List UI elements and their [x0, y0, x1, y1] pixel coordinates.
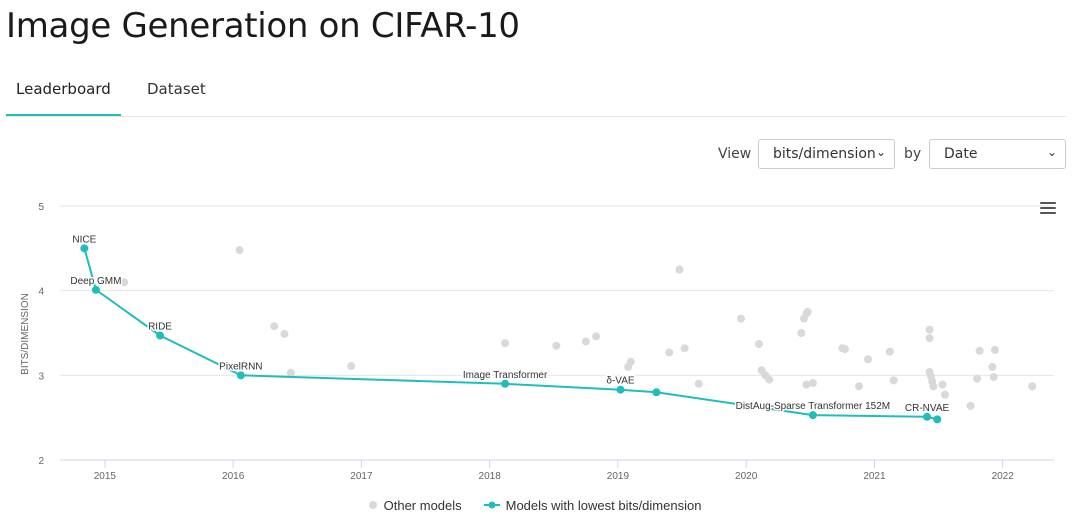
- data-label: PixelRNN: [219, 361, 262, 372]
- other-model-point: [552, 341, 561, 350]
- x-tick-label: 2017: [350, 471, 373, 482]
- other-model-point: [864, 355, 873, 364]
- chart-menu-icon[interactable]: [1040, 202, 1056, 215]
- x-tick-label: 2021: [863, 471, 886, 482]
- lowest-model-point: [91, 285, 100, 294]
- lowest-model-point: [616, 385, 625, 394]
- other-model-point: [347, 362, 356, 371]
- other-model-point: [855, 382, 864, 391]
- by-select-value: Date: [944, 146, 978, 162]
- data-label: CR-NVAE: [905, 403, 950, 414]
- view-select-value: bits/dimension: [773, 146, 876, 162]
- other-model-point: [975, 346, 984, 355]
- x-tick-label: 2018: [479, 471, 502, 482]
- other-model-point: [581, 337, 590, 346]
- chart-legend: Other models Models with lowest bits/dim…: [0, 498, 1080, 514]
- legend-other-models[interactable]: Other models: [368, 498, 462, 513]
- other-model-point: [270, 322, 279, 331]
- lowest-model-point: [501, 379, 510, 388]
- lowest-model-point: [236, 371, 245, 380]
- data-label: DistAug-Sparse Transformer 152M: [736, 401, 891, 412]
- other-model-point: [938, 380, 947, 389]
- lowest-model-point: [652, 388, 661, 397]
- data-label: δ-VAE: [606, 376, 634, 387]
- other-model-point: [737, 314, 746, 323]
- other-model-point: [755, 340, 764, 349]
- y-tick-label: 4: [38, 287, 44, 298]
- other-model-point: [991, 345, 1000, 354]
- tab-leaderboard[interactable]: Leaderboard: [6, 80, 121, 116]
- lowest-model-point: [156, 331, 165, 340]
- tab-bar: Leaderboard Dataset: [6, 78, 1066, 117]
- x-tick-label: 2019: [607, 471, 630, 482]
- other-model-point: [885, 347, 894, 356]
- data-label: Image Transformer: [463, 370, 548, 381]
- other-model-point: [889, 376, 898, 385]
- other-model-point: [675, 265, 684, 274]
- y-tick-label: 3: [38, 371, 44, 382]
- other-model-point: [925, 325, 934, 334]
- legend-other-label: Other models: [383, 498, 462, 513]
- legend-other-marker: [369, 501, 377, 509]
- tab-dataset[interactable]: Dataset: [147, 80, 206, 98]
- other-model-point: [592, 332, 601, 341]
- other-model-point: [120, 278, 129, 287]
- other-model-point: [929, 382, 938, 391]
- other-model-point: [235, 246, 244, 255]
- view-label: View: [718, 146, 752, 162]
- chevron-down-icon: ⌄: [875, 145, 886, 159]
- lowest-models-line: [83, 248, 938, 421]
- page-title: Image Generation on CIFAR-10: [6, 6, 520, 46]
- other-model-point: [940, 390, 949, 399]
- other-model-point: [988, 362, 997, 371]
- lowest-model-point: [923, 412, 932, 421]
- data-label: NICE: [72, 234, 96, 245]
- legend-lowest-label: Models with lowest bits/dimension: [505, 498, 702, 513]
- chart: 2 3 4 5 2015 2016 2017 2018 2019 2020 2021 2022 BIT…: [20, 202, 1054, 482]
- other-model-point: [925, 334, 934, 343]
- legend-lowest-marker: [484, 501, 500, 509]
- lowest-model-point: [933, 415, 942, 424]
- lowest-model-point: [80, 244, 89, 253]
- other-model-point: [803, 307, 812, 316]
- x-tick-label: 2016: [222, 471, 245, 482]
- other-model-point: [694, 379, 703, 388]
- y-axis-label: BITS/DIMENSION: [20, 293, 31, 375]
- other-model-point: [797, 329, 806, 337]
- other-model-point: [286, 368, 295, 377]
- lowest-model-point: [808, 411, 817, 420]
- x-tick-label: 2022: [992, 471, 1015, 482]
- other-model-point: [808, 378, 817, 387]
- other-model-point: [973, 374, 982, 383]
- chart-controls: View bits/dimension ⌄ by Date ⌄: [0, 139, 1080, 169]
- other-model-point: [989, 373, 998, 382]
- other-model-point: [966, 401, 975, 410]
- data-label: Deep GMM: [70, 276, 121, 287]
- other-model-point: [802, 380, 811, 389]
- chevron-down-icon: ⌄: [1046, 145, 1057, 159]
- other-model-point: [626, 357, 635, 366]
- legend-lowest-models[interactable]: Models with lowest bits/dimension: [484, 498, 701, 513]
- other-model-point: [765, 375, 774, 384]
- other-model-point: [1028, 382, 1037, 391]
- y-tick-label: 5: [38, 202, 44, 213]
- x-tick-label: 2020: [735, 471, 758, 482]
- data-label: RIDE: [148, 322, 172, 333]
- other-model-point: [665, 348, 674, 357]
- by-select[interactable]: Date ⌄: [929, 139, 1066, 169]
- other-model-point: [840, 345, 849, 354]
- by-label: by: [904, 146, 922, 162]
- y-tick-label: 2: [38, 456, 44, 467]
- view-select[interactable]: bits/dimension ⌄: [758, 139, 895, 169]
- other-model-point: [680, 344, 689, 353]
- other-model-point: [280, 329, 289, 338]
- x-tick-label: 2015: [94, 471, 117, 482]
- other-model-point: [501, 339, 510, 348]
